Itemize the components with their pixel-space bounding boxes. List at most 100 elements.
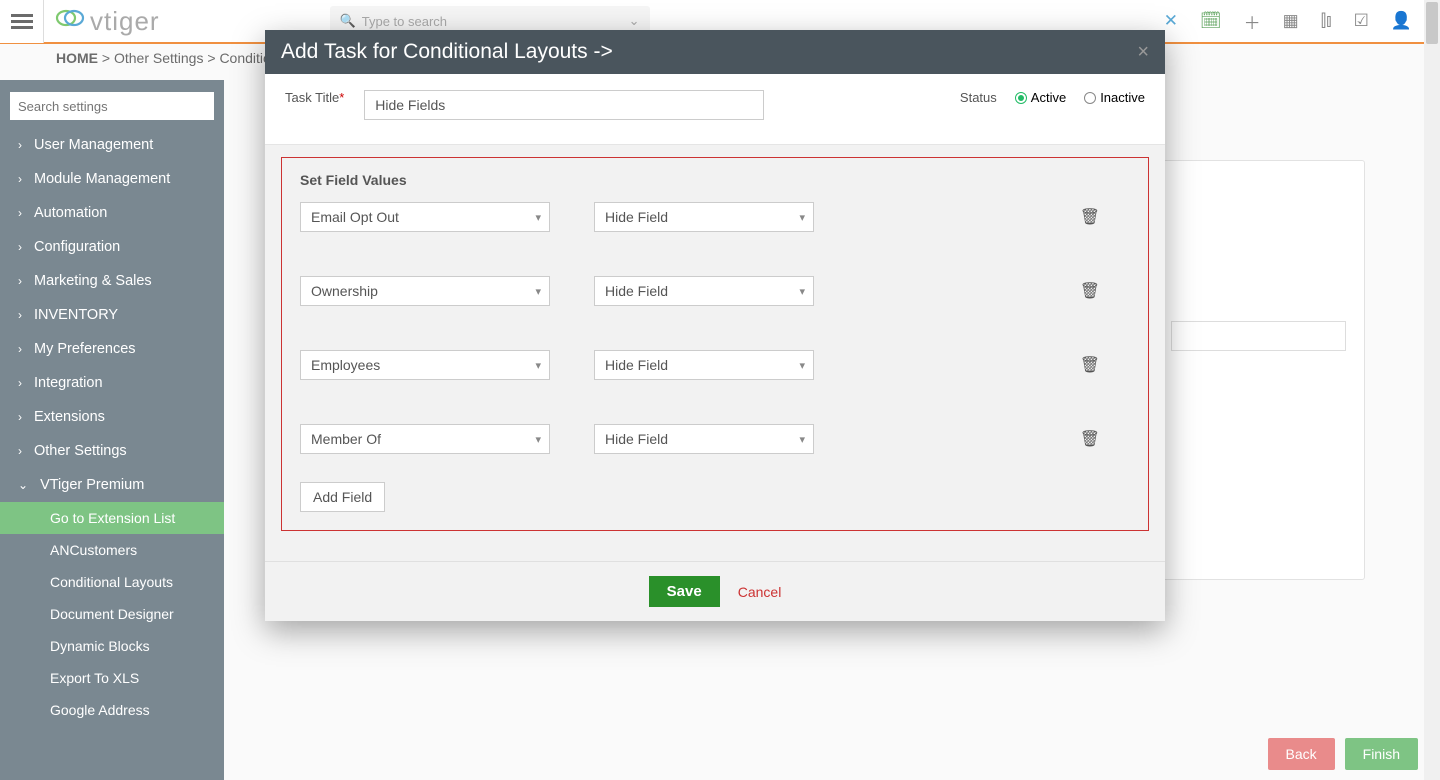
save-button[interactable]: Save bbox=[649, 576, 720, 607]
field-select[interactable]: Ownership bbox=[300, 276, 550, 306]
modal-footer: Save Cancel bbox=[265, 561, 1165, 621]
sidebar-item-label: Other Settings bbox=[34, 443, 127, 459]
background-field bbox=[1171, 321, 1346, 351]
chevron-right-icon: › bbox=[18, 274, 22, 288]
sidebar-item-label: My Preferences bbox=[34, 341, 136, 357]
field-row: Ownership Hide Field 🗑 bbox=[300, 276, 1130, 306]
sidebar-item-label: Configuration bbox=[34, 239, 120, 255]
chevron-right-icon: › bbox=[18, 444, 22, 458]
sidebar-item-label: Marketing & Sales bbox=[34, 273, 152, 289]
action-select[interactable]: Hide Field bbox=[594, 202, 814, 232]
sidebar-sub-item[interactable]: ANCustomers bbox=[0, 534, 224, 566]
modal-top: Task Title* Status Active Inactive bbox=[265, 74, 1165, 145]
action-select[interactable]: Hide Field bbox=[594, 424, 814, 454]
logo-icon bbox=[54, 5, 88, 38]
sidebar-sub-item[interactable]: Google Address bbox=[0, 694, 224, 726]
breadcrumb-sep: > bbox=[102, 50, 110, 66]
sidebar-item-label: Extensions bbox=[34, 409, 105, 425]
sidebar-item[interactable]: ›Integration bbox=[0, 366, 224, 400]
trash-icon[interactable]: 🗑 bbox=[1080, 281, 1100, 301]
back-button[interactable]: Back bbox=[1268, 738, 1335, 770]
chart-icon[interactable]: ⫿⫾ bbox=[1321, 11, 1332, 31]
search-settings bbox=[10, 92, 214, 120]
sidebar-item-label: VTiger Premium bbox=[40, 477, 144, 493]
logo[interactable]: vtiger bbox=[54, 5, 160, 38]
finish-button[interactable]: Finish bbox=[1345, 738, 1418, 770]
scrollbar-thumb[interactable] bbox=[1426, 2, 1438, 44]
status-group: Status Active Inactive bbox=[960, 90, 1145, 105]
sidebar-item-vtiger-premium[interactable]: ⌄ VTiger Premium bbox=[0, 468, 224, 502]
top-icons: ✕ 🗓 ＋ ▦ ⫿⫾ ☑ 👤 bbox=[1164, 9, 1440, 34]
sidebar-sub-item[interactable]: Conditional Layouts bbox=[0, 566, 224, 598]
sidebar-sub-item[interactable]: Document Designer bbox=[0, 598, 224, 630]
calendar-icon[interactable]: ▦ bbox=[1283, 11, 1299, 31]
modal-title: Add Task for Conditional Layouts -> bbox=[281, 40, 613, 64]
trash-icon[interactable]: 🗑 bbox=[1080, 355, 1100, 375]
search-placeholder: Type to search bbox=[362, 14, 447, 29]
sidebar-sub-item[interactable]: Go to Extension List bbox=[0, 502, 224, 534]
sidebar-item[interactable]: ›Configuration bbox=[0, 230, 224, 264]
set-field-values-box: Set Field Values Email Opt Out Hide Field… bbox=[281, 157, 1149, 531]
chevron-down-icon: ⌄ bbox=[18, 478, 28, 492]
breadcrumb-other-settings[interactable]: Other Settings bbox=[114, 50, 204, 66]
scrollbar[interactable] bbox=[1424, 0, 1440, 780]
sidebar-item[interactable]: › Automation bbox=[0, 196, 224, 230]
field-select[interactable]: Member Of bbox=[300, 424, 550, 454]
radio-label: Active bbox=[1031, 90, 1066, 105]
task-title-input[interactable] bbox=[364, 90, 764, 120]
sidebar: ›User Management›Module Management›Autom… bbox=[0, 80, 224, 780]
sidebar-item[interactable]: ›User Management bbox=[0, 128, 224, 162]
plus-icon[interactable]: ＋ bbox=[1244, 9, 1261, 34]
chevron-right-icon: › bbox=[18, 206, 22, 220]
footer: Back Finish bbox=[1268, 738, 1418, 770]
search-settings-input[interactable] bbox=[10, 92, 214, 120]
field-row: Email Opt Out Hide Field 🗑 bbox=[300, 202, 1130, 232]
cancel-link[interactable]: Cancel bbox=[738, 584, 782, 600]
task-title-label: Task Title* bbox=[285, 90, 344, 105]
modal-header: Add Task for Conditional Layouts -> × bbox=[265, 30, 1165, 74]
chevron-right-icon: › bbox=[18, 342, 22, 356]
sidebar-item[interactable]: › Extensions bbox=[0, 400, 224, 434]
trash-icon[interactable]: 🗑 bbox=[1080, 207, 1100, 227]
section-title: Set Field Values bbox=[300, 172, 1130, 188]
sidebar-sub-item[interactable]: Export To XLS bbox=[0, 662, 224, 694]
field-select[interactable]: Email Opt Out bbox=[300, 202, 550, 232]
sidebar-item[interactable]: › My Preferences bbox=[0, 332, 224, 366]
sidebar-item[interactable]: › Other Settings bbox=[0, 434, 224, 468]
sidebar-sub-item[interactable]: Dynamic Blocks bbox=[0, 630, 224, 662]
chevron-down-icon: ⌄ bbox=[629, 13, 640, 29]
chevron-right-icon: › bbox=[18, 376, 22, 390]
radio-dot-icon bbox=[1084, 92, 1096, 104]
field-row: Member Of Hide Field 🗑 bbox=[300, 424, 1130, 454]
sidebar-item[interactable]: › INVENTORY bbox=[0, 298, 224, 332]
radio-active[interactable]: Active bbox=[1015, 90, 1066, 105]
hamburger-menu[interactable] bbox=[0, 0, 44, 43]
logo-text: vtiger bbox=[90, 6, 160, 37]
sidebar-item-label: User Management bbox=[34, 137, 153, 153]
sidebar-item[interactable]: › Module Management bbox=[0, 162, 224, 196]
breadcrumb: HOME > Other Settings > Conditiona bbox=[56, 50, 286, 66]
breadcrumb-sep: > bbox=[207, 50, 215, 66]
breadcrumb-home[interactable]: HOME bbox=[56, 50, 98, 66]
close-icon[interactable]: × bbox=[1137, 41, 1149, 64]
chevron-right-icon: › bbox=[18, 410, 22, 424]
field-select[interactable]: Employees bbox=[300, 350, 550, 380]
user-icon[interactable]: 👤 bbox=[1391, 11, 1412, 31]
search-icon: 🔍 bbox=[340, 13, 356, 29]
trash-icon[interactable]: 🗑 bbox=[1080, 429, 1100, 449]
chevron-right-icon: › bbox=[18, 172, 22, 186]
radio-label: Inactive bbox=[1100, 90, 1145, 105]
chevron-right-icon: › bbox=[18, 308, 22, 322]
modal: Add Task for Conditional Layouts -> × Ta… bbox=[265, 30, 1165, 621]
action-select[interactable]: Hide Field bbox=[594, 276, 814, 306]
radio-inactive[interactable]: Inactive bbox=[1084, 90, 1145, 105]
add-field-button[interactable]: Add Field bbox=[300, 482, 385, 512]
sidebar-item-label: INVENTORY bbox=[34, 307, 118, 323]
action-select[interactable]: Hide Field bbox=[594, 350, 814, 380]
xing-icon[interactable]: ✕ bbox=[1164, 11, 1178, 31]
checkbox-icon[interactable]: ☑ bbox=[1354, 11, 1369, 31]
calendar-check-icon[interactable]: 🗓 bbox=[1200, 11, 1222, 31]
sidebar-item[interactable]: › Marketing & Sales bbox=[0, 264, 224, 298]
sidebar-item-label: Automation bbox=[34, 205, 107, 221]
sidebar-item-label: Module Management bbox=[34, 171, 170, 187]
